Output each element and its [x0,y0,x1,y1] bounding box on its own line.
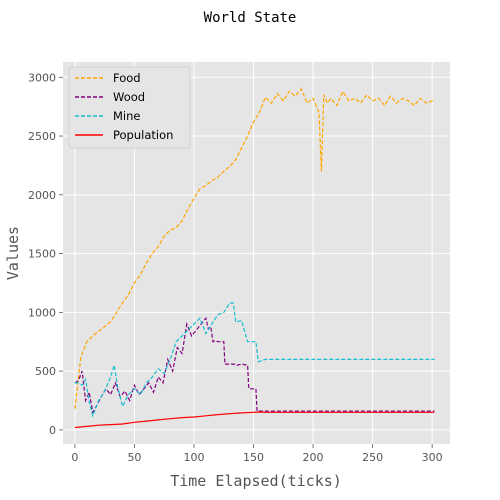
y-tick-label: 2000 [28,189,56,202]
legend-label-food: Food [113,71,141,85]
y-tick-label: 1500 [28,248,56,261]
legend: Food Wood Mine Population [68,66,191,149]
x-tick-label: 200 [303,451,324,464]
x-tick-label: 50 [127,451,141,464]
legend-label-wood: Wood [113,90,145,104]
x-axis-label: Time Elapsed(ticks) [170,472,342,490]
y-tick-label: 0 [49,424,56,437]
legend-label-mine: Mine [113,109,140,123]
legend-box [68,66,191,149]
y-axis: 0 500 1000 1500 2000 2500 3000 [28,71,63,437]
x-tick-label: 150 [243,451,264,464]
x-tick-label: 0 [71,451,78,464]
x-tick-label: 300 [422,451,443,464]
series-line-food [74,87,435,409]
series-line-population [74,411,435,429]
legend-label-population: Population [113,128,173,142]
series-layer [74,87,435,429]
y-tick-label: 1000 [28,306,56,319]
y-tick-label: 500 [35,365,56,378]
grid [63,62,450,444]
x-tick-label: 100 [183,451,204,464]
x-tick-label: 250 [362,451,383,464]
x-axis: 0 50 100 150 200 250 300 [71,444,443,464]
series-line-mine [74,302,435,418]
y-tick-label: 3000 [28,71,56,84]
y-axis-label: Values [4,226,22,280]
chart-title: World State [204,10,297,26]
y-tick-label: 2500 [28,130,56,143]
